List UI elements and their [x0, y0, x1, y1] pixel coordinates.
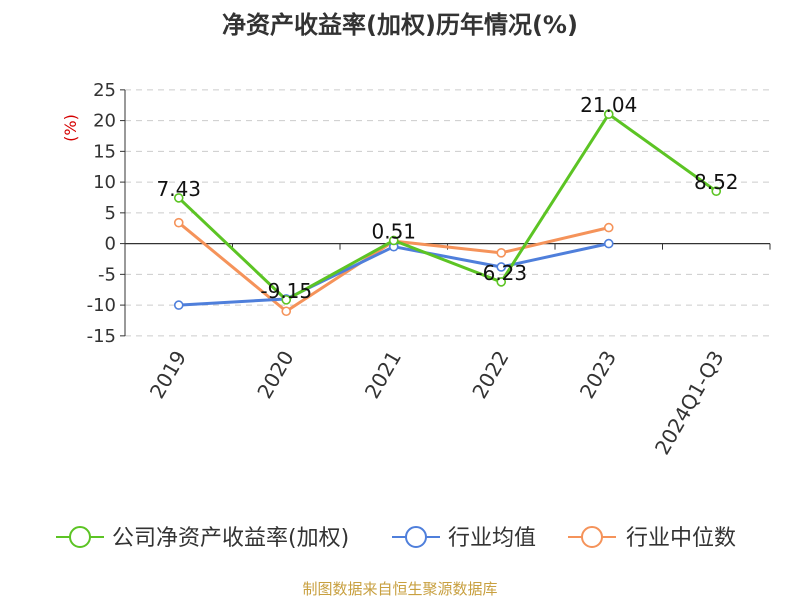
legend-marker [405, 526, 427, 548]
source-note: 制图数据来自恒生聚源数据库 [302, 580, 497, 598]
data-point [173, 300, 184, 310]
x-tick-label: 2022 [467, 347, 513, 403]
x-tick-labels: 2019 2020 2021 2022 2023 2024Q1-Q3 [145, 347, 729, 459]
data-label: 8.52 [694, 170, 739, 194]
data-point [173, 193, 184, 203]
data-point [711, 186, 722, 197]
y-tick-label: 10 [93, 172, 116, 193]
data-point [388, 235, 399, 246]
x-tick-label: 2020 [252, 347, 298, 403]
y-tick-label: -15 [87, 326, 116, 347]
data-label: 21.04 [580, 93, 637, 117]
legend-label: 行业均值 [448, 526, 536, 551]
chart-title: 净资产收益率(加权)历年情况(%) [222, 11, 578, 39]
y-tick-label: 15 [93, 141, 116, 162]
axes [120, 89, 771, 337]
y-tick-label: 5 [105, 203, 116, 224]
legend: 公司净资产收益率(加权) 行业均值 行业中位数 [56, 526, 736, 551]
series-lines [173, 109, 722, 317]
legend-marker [69, 526, 91, 548]
y-axis-label: (%) [61, 114, 80, 142]
grid-lines [125, 89, 770, 337]
data-point [496, 248, 507, 258]
data-point [173, 217, 184, 228]
x-tick-label: 2023 [575, 347, 621, 403]
data-point [603, 109, 614, 120]
y-tick-label: 20 [93, 111, 116, 132]
y-tick-label: 0 [105, 234, 116, 255]
data-point [603, 222, 614, 233]
y-tick-labels: 25 20 15 10 5 0 -5 -10 -15 [87, 80, 116, 347]
data-labels: 7.43 -9.15 0.51 -6.23 21.04 8.52 [156, 93, 738, 303]
data-point [281, 295, 292, 305]
data-label: -6.23 [475, 261, 527, 285]
y-tick-label: -5 [98, 264, 116, 285]
data-label: -9.15 [260, 279, 312, 303]
data-label: 7.43 [156, 177, 201, 201]
data-label: 0.51 [371, 219, 416, 243]
x-tick-label: 2024Q1-Q3 [650, 347, 729, 459]
legend-marker [581, 526, 603, 548]
legend-label: 行业中位数 [626, 526, 736, 551]
x-tick-label: 2021 [360, 347, 406, 403]
data-point [603, 238, 614, 249]
data-point [496, 262, 507, 272]
y-tick-label: 25 [93, 80, 116, 101]
y-tick-label: -10 [87, 295, 116, 316]
x-tick-label: 2019 [145, 347, 191, 403]
data-point [496, 277, 507, 287]
legend-label: 公司净资产收益率(加权) [112, 526, 349, 551]
data-point [281, 306, 292, 317]
series-line [177, 112, 718, 302]
